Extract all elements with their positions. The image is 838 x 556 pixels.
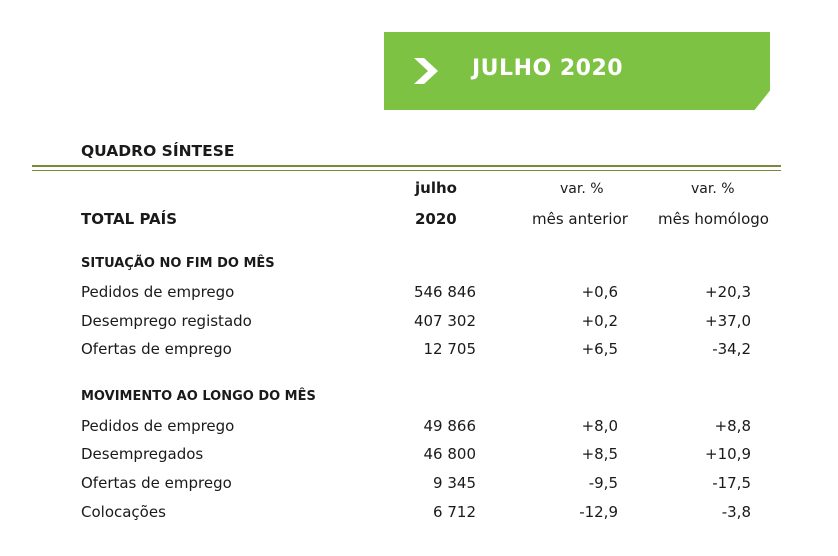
- row-value: 46 800: [423, 445, 477, 463]
- chevron-right-icon: [414, 58, 438, 84]
- row-value: 6 712: [433, 503, 476, 521]
- row-label: Desemprego registado: [81, 312, 252, 330]
- row-var-prev: -12,9: [579, 503, 618, 521]
- row-label: Desempregados: [81, 445, 204, 463]
- row-var-yoy: +10,9: [705, 445, 751, 463]
- row-var-prev: +0,6: [581, 283, 618, 301]
- group-title: SITUAÇÃO NO FIM DO MÊS: [81, 256, 275, 271]
- row-var-yoy: -3,8: [721, 503, 751, 521]
- row-var-yoy: +8,8: [714, 417, 751, 435]
- row-value: 407 302: [413, 312, 476, 330]
- row-var-prev: +6,5: [581, 340, 618, 358]
- group-title: MOVIMENTO AO LONGO DO MÊS: [81, 389, 316, 404]
- row-header-label: TOTAL PAÍS: [81, 210, 178, 228]
- row-value: 9 345: [433, 474, 476, 492]
- col-year-label: 2020: [415, 210, 457, 228]
- double-rule-top: [32, 165, 781, 167]
- row-var-prev: +8,5: [581, 445, 618, 463]
- col-var-prev-sub: mês anterior: [532, 210, 628, 228]
- month-banner: JULHO 2020: [384, 32, 770, 110]
- row-var-yoy: -34,2: [712, 340, 751, 358]
- double-rule-bottom: [32, 170, 781, 171]
- row-value: 546 846: [413, 283, 476, 301]
- row-label: Ofertas de emprego: [81, 474, 232, 492]
- row-var-yoy: -17,5: [712, 474, 751, 492]
- row-var-yoy: +20,3: [705, 283, 751, 301]
- row-label: Pedidos de emprego: [81, 417, 235, 435]
- col-var-prev-label: var. %: [560, 181, 604, 197]
- row-label: Ofertas de emprego: [81, 340, 232, 358]
- row-var-prev: -9,5: [588, 474, 618, 492]
- col-month-label: julho: [415, 179, 457, 197]
- row-label: Pedidos de emprego: [81, 283, 235, 301]
- row-var-prev: +0,2: [581, 312, 618, 330]
- row-value: 49 866: [423, 417, 477, 435]
- col-var-yoy-sub: mês homólogo: [658, 210, 769, 228]
- row-var-prev: +8,0: [581, 417, 618, 435]
- banner-title: JULHO 2020: [472, 56, 624, 81]
- col-var-yoy-label: var. %: [691, 181, 735, 197]
- row-label: Colocações: [81, 503, 166, 521]
- row-value: 12 705: [423, 340, 477, 358]
- section-title: QUADRO SÍNTESE: [81, 142, 235, 160]
- row-var-yoy: +37,0: [705, 312, 751, 330]
